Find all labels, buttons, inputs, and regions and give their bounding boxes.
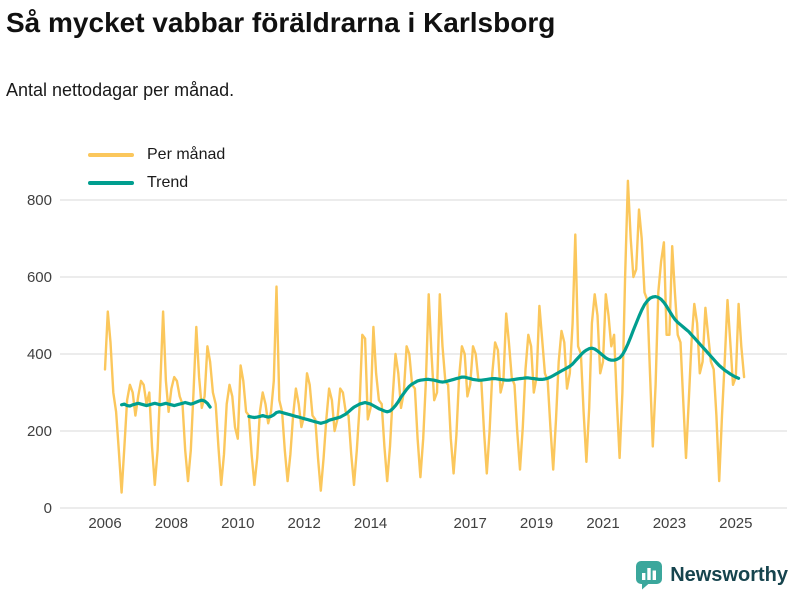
x-tick-label: 2023 bbox=[653, 515, 686, 532]
legend-label-monthly: Per månad bbox=[147, 146, 226, 163]
x-tick-label: 2012 bbox=[288, 515, 321, 532]
y-tick-label: 0 bbox=[44, 500, 52, 517]
legend: Per månad Trend bbox=[88, 146, 225, 192]
x-tick-label: 2008 bbox=[155, 515, 188, 532]
x-tick-label: 2006 bbox=[88, 515, 121, 532]
page-subtitle: Antal nettodagar per månad. bbox=[6, 80, 235, 100]
x-tick-label: 2010 bbox=[221, 515, 254, 532]
y-tick-label: 400 bbox=[27, 346, 52, 363]
page-title: Så mycket vabbar föräldrarna i Karlsborg bbox=[6, 7, 556, 38]
legend-item-monthly: Per månad bbox=[88, 146, 225, 164]
monthly-line-swatch bbox=[88, 153, 134, 157]
x-tick-label: 2019 bbox=[520, 515, 553, 532]
trend-line-swatch bbox=[88, 181, 134, 185]
x-tick-label: 2017 bbox=[454, 515, 487, 532]
brand-name: Newsworthy bbox=[670, 563, 788, 586]
y-tick-label: 600 bbox=[27, 269, 52, 286]
legend-label-trend: Trend bbox=[147, 174, 189, 191]
x-tick-label: 2014 bbox=[354, 515, 387, 532]
monthly-line bbox=[103, 179, 746, 494]
legend-item-trend: Trend bbox=[88, 174, 225, 192]
trend-line bbox=[120, 295, 741, 425]
brand-footer: Newsworthy bbox=[635, 560, 788, 590]
y-tick-label: 200 bbox=[27, 423, 52, 440]
y-tick-label: 800 bbox=[27, 192, 52, 209]
newsworthy-logo-icon bbox=[636, 561, 663, 590]
x-tick-label: 2021 bbox=[586, 515, 619, 532]
x-tick-label: 2025 bbox=[719, 515, 752, 532]
